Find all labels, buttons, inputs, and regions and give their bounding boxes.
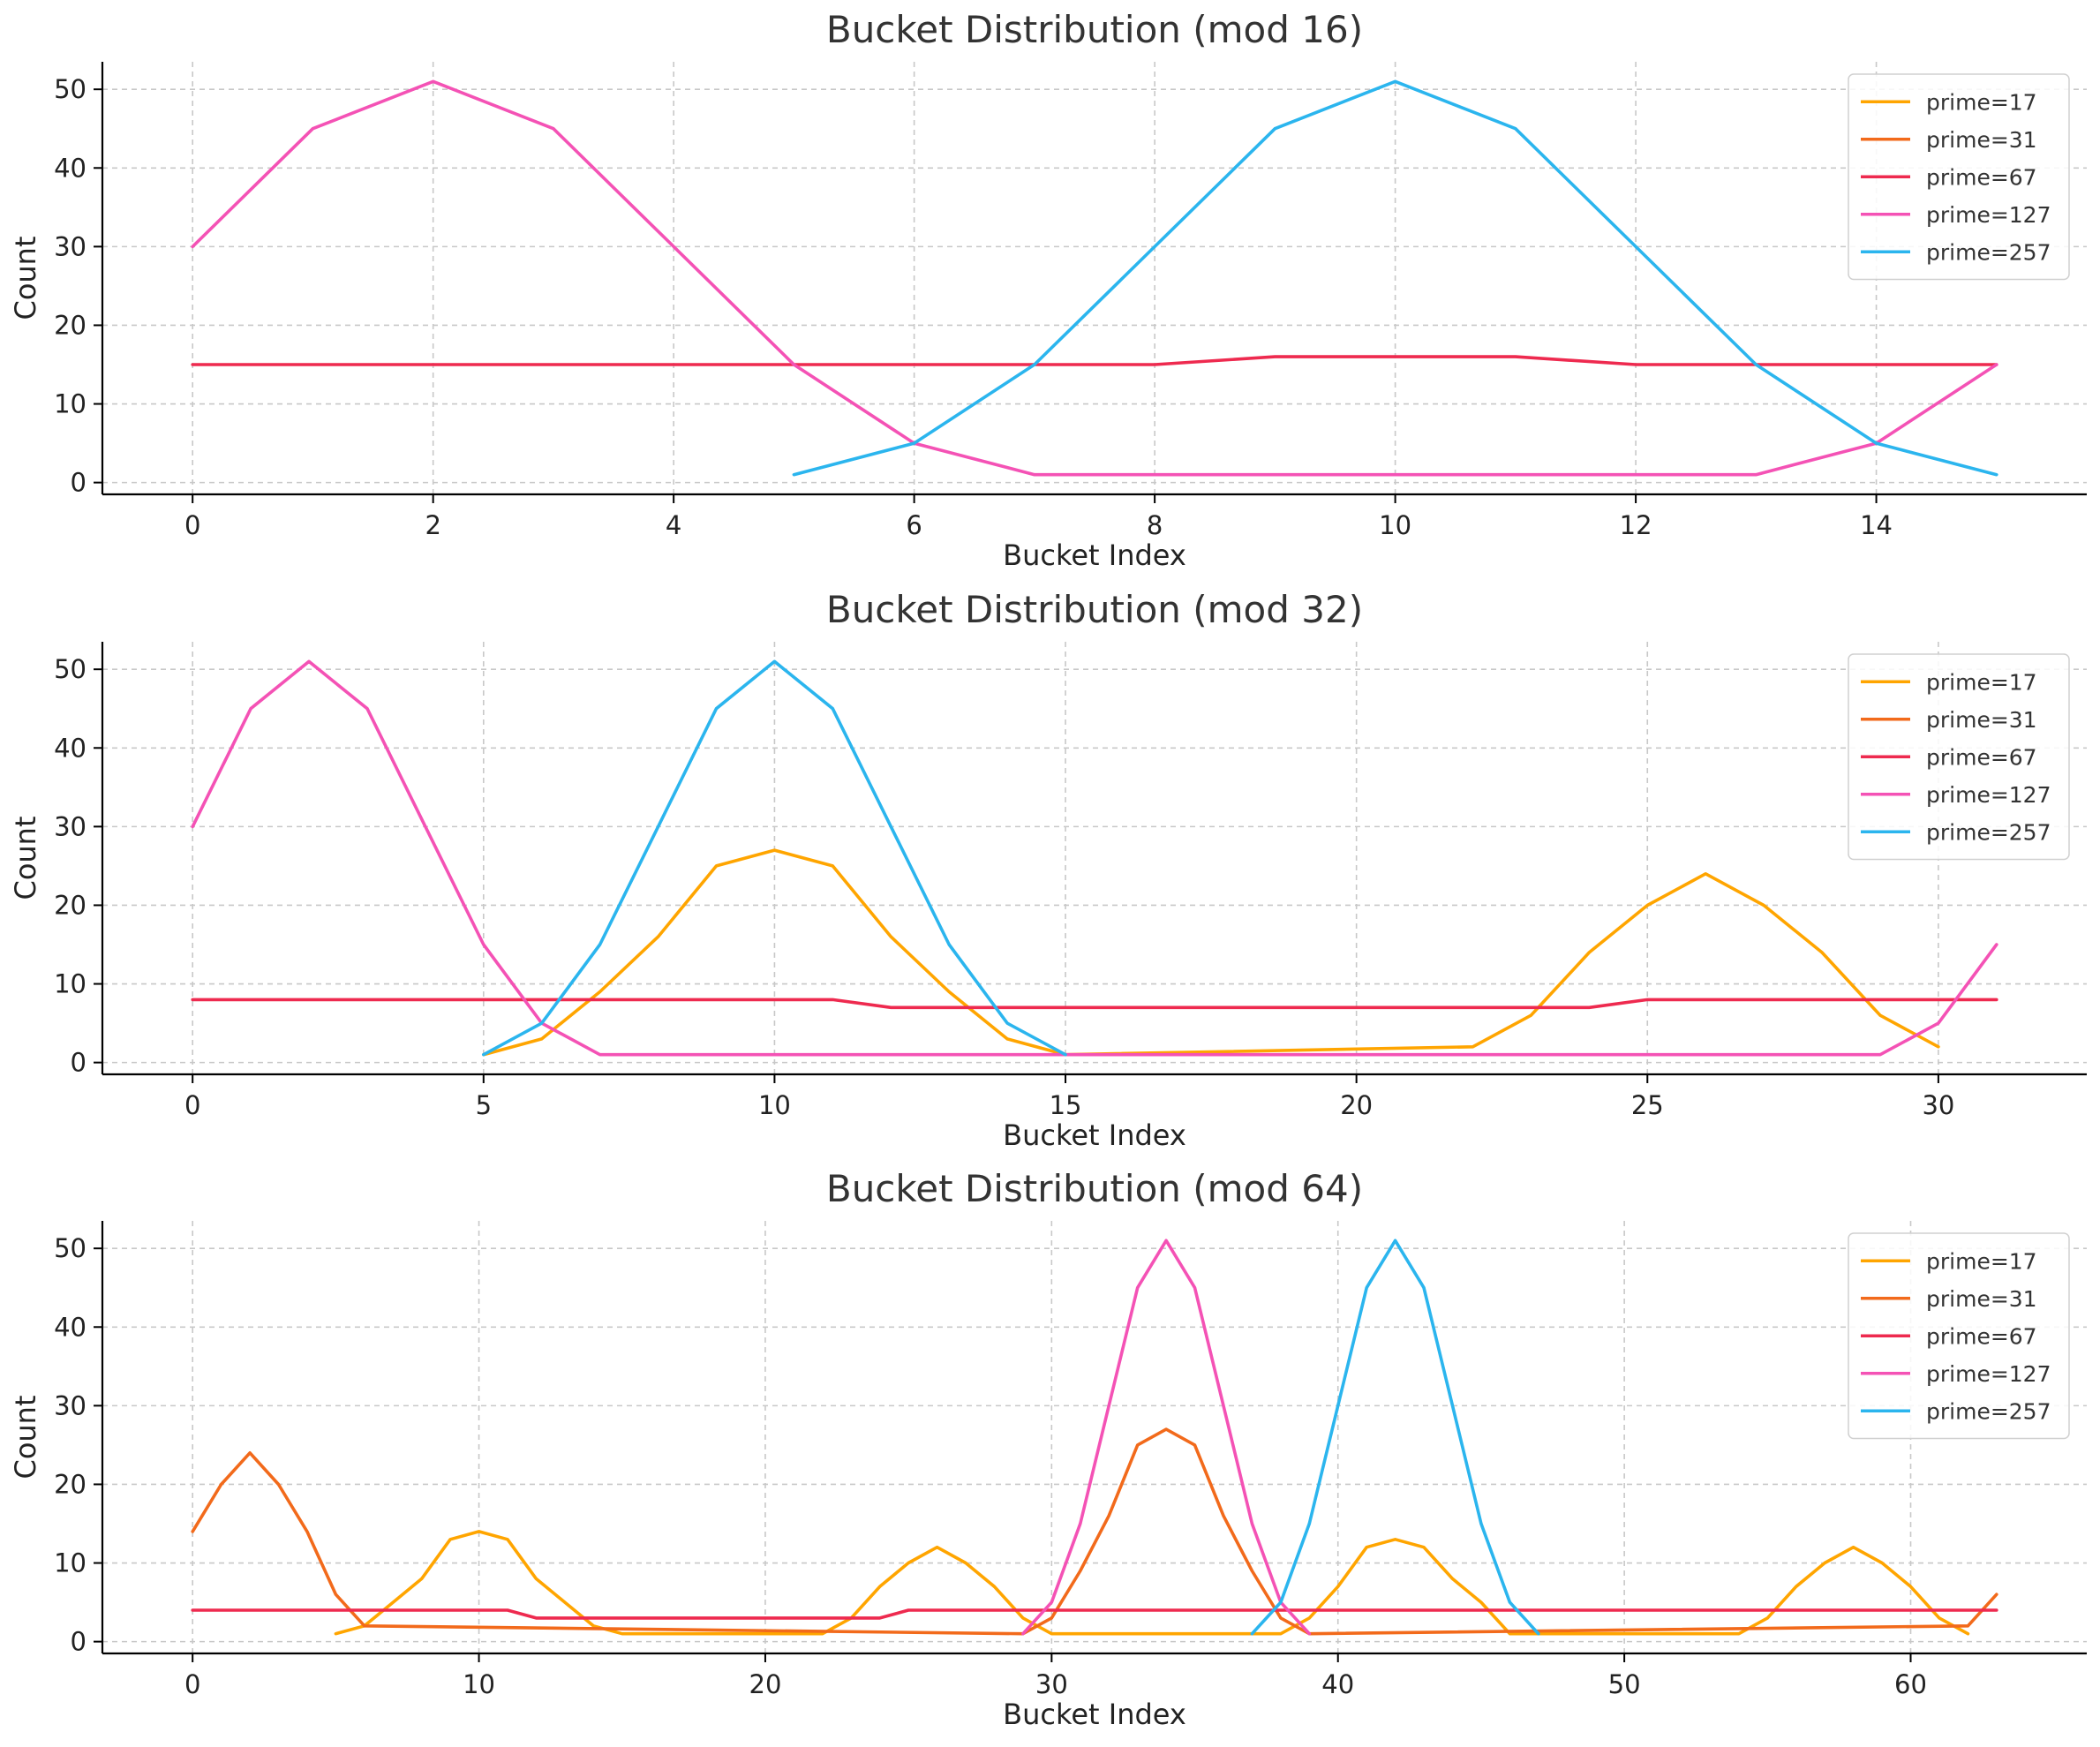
legend-label: prime=257 xyxy=(1926,819,2051,845)
x-tick-label: 30 xyxy=(1922,1090,1954,1120)
y-tick-label: 30 xyxy=(54,811,87,841)
x-tick-label: 10 xyxy=(1379,510,1411,540)
legend-label: prime=31 xyxy=(1926,707,2037,733)
x-tick-label: 25 xyxy=(1631,1090,1664,1120)
legend-label: prime=67 xyxy=(1926,164,2037,190)
legend-label: prime=127 xyxy=(1926,782,2051,808)
legend: prime=17 prime=31 prime=67 prime=127 prime=2… xyxy=(1848,1232,2070,1440)
y-tick-label: 40 xyxy=(54,1312,87,1342)
x-tick-label: 20 xyxy=(1340,1090,1373,1120)
series-line-prime-257 xyxy=(792,79,1998,477)
legend-label: prime=31 xyxy=(1926,127,2037,153)
y-axis-label: Count xyxy=(9,236,42,320)
x-tick-label: 10 xyxy=(758,1090,791,1120)
legend: prime=17 prime=31 prime=67 prime=127 prime=2… xyxy=(1848,653,2070,861)
chart-panel-1: 0 5 10 15 20 25 30 0 10 20 30 40 50 Bucket Distributi… xyxy=(9,588,2087,1152)
chart-title: Bucket Distribution (mod 32) xyxy=(826,588,1363,631)
y-axis-label: Count xyxy=(9,816,42,900)
series-line-prime-257 xyxy=(482,659,1067,1057)
legend: prime=17 prime=31 prime=67 prime=127 prime=2… xyxy=(1848,73,2070,281)
x-tick-label: 5 xyxy=(476,1090,492,1120)
chart-panel-0: 0 2 4 6 8 10 12 14 0 10 20 30 40 50 Bucket Distributio… xyxy=(9,8,2087,572)
legend-label: prime=127 xyxy=(1926,202,2051,228)
legend-label: prime=127 xyxy=(1926,1361,2051,1387)
x-tick-label: 2 xyxy=(425,510,440,540)
series-line-prime-127 xyxy=(191,79,1998,477)
legend-box xyxy=(1848,1232,2070,1440)
series-line-prime-127 xyxy=(191,659,1998,1057)
legend-box xyxy=(1848,653,2070,861)
x-tick-label: 10 xyxy=(463,1669,495,1699)
x-tick-label: 50 xyxy=(1608,1669,1641,1699)
series-line-prime-67 xyxy=(191,1608,1998,1620)
chart-title: Bucket Distribution (mod 64) xyxy=(826,1167,1363,1210)
legend-label: prime=17 xyxy=(1926,1248,2037,1274)
legend-box xyxy=(1848,73,2070,281)
y-tick-label: 10 xyxy=(54,1548,87,1578)
x-axis-label: Bucket Index xyxy=(1003,1118,1186,1152)
series-line-prime-67 xyxy=(191,998,1998,1010)
x-tick-label: 0 xyxy=(184,510,200,540)
x-axis-label: Bucket Index xyxy=(1003,538,1186,572)
x-tick-label: 8 xyxy=(1147,510,1163,540)
series-line-prime-17 xyxy=(482,848,1940,1057)
y-tick-label: 30 xyxy=(54,1390,87,1420)
y-tick-label: 10 xyxy=(54,389,87,419)
x-tick-label: 14 xyxy=(1860,510,1893,540)
y-tick-label: 50 xyxy=(54,1233,87,1263)
y-tick-label: 0 xyxy=(71,1627,87,1657)
y-tick-label: 30 xyxy=(54,231,87,261)
y-tick-label: 0 xyxy=(71,468,87,498)
y-tick-label: 20 xyxy=(54,310,87,340)
x-tick-label: 40 xyxy=(1321,1669,1354,1699)
chart-title: Bucket Distribution (mod 16) xyxy=(826,8,1363,51)
legend-label: prime=257 xyxy=(1926,1398,2051,1424)
legend-label: prime=17 xyxy=(1926,669,2037,695)
legend-label: prime=257 xyxy=(1926,239,2051,265)
x-tick-label: 0 xyxy=(184,1090,200,1120)
x-tick-label: 15 xyxy=(1050,1090,1082,1120)
y-tick-label: 20 xyxy=(54,1469,87,1499)
x-tick-label: 12 xyxy=(1620,510,1652,540)
x-tick-label: 20 xyxy=(749,1669,782,1699)
y-tick-label: 50 xyxy=(54,74,87,104)
series-line-prime-127 xyxy=(1021,1239,1312,1636)
y-tick-label: 0 xyxy=(71,1048,87,1078)
x-tick-label: 4 xyxy=(666,510,681,540)
y-tick-label: 50 xyxy=(54,654,87,684)
series-line-prime-67 xyxy=(191,355,1998,366)
y-tick-label: 40 xyxy=(54,733,87,763)
x-tick-label: 30 xyxy=(1035,1669,1068,1699)
legend-label: prime=31 xyxy=(1926,1286,2037,1312)
chart-panel-2: 0 10 20 30 40 50 60 0 10 20 30 40 50 Bucket Distribut… xyxy=(9,1167,2087,1731)
series-line-prime-257 xyxy=(1250,1239,1540,1636)
y-tick-label: 40 xyxy=(54,153,87,183)
x-tick-label: 60 xyxy=(1894,1669,1927,1699)
x-axis-label: Bucket Index xyxy=(1003,1698,1186,1731)
legend-label: prime=67 xyxy=(1926,744,2037,770)
x-tick-label: 0 xyxy=(184,1669,200,1699)
legend-label: prime=67 xyxy=(1926,1323,2037,1349)
y-tick-label: 20 xyxy=(54,890,87,920)
x-tick-label: 6 xyxy=(906,510,922,540)
y-axis-label: Count xyxy=(9,1395,42,1479)
legend-label: prime=17 xyxy=(1926,89,2037,115)
y-tick-label: 10 xyxy=(54,969,87,999)
